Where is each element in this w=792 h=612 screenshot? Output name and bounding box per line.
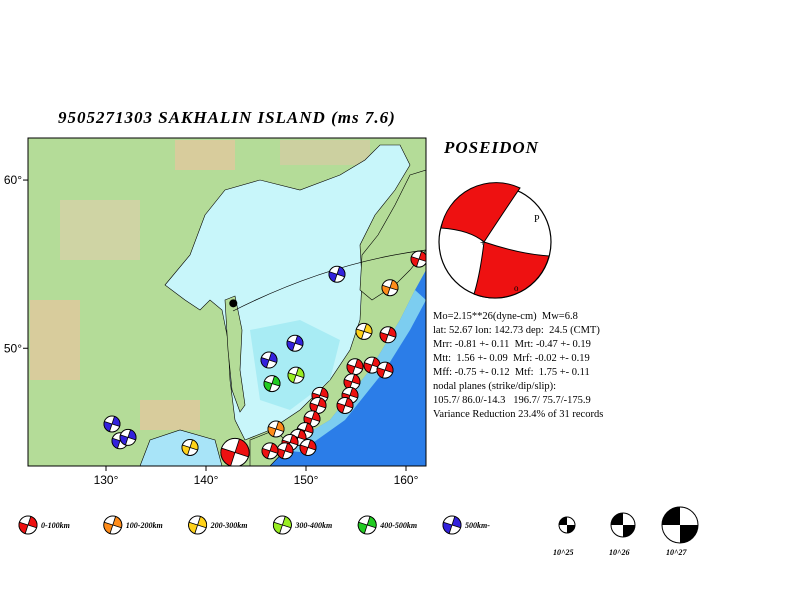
beachball — [18, 515, 38, 535]
beachball — [442, 515, 462, 535]
info-line: Mff: -0.75 +- 0.12 Mtf: 1.75 +- 0.11 — [433, 367, 590, 378]
beachball — [299, 438, 317, 456]
sakhalin — [224, 295, 246, 413]
ball-quadrant — [328, 266, 346, 283]
beachball — [357, 515, 377, 535]
legend-label: 500km- — [465, 521, 490, 530]
beachball — [119, 428, 137, 446]
highland — [30, 300, 80, 380]
ball-quadrant — [559, 517, 575, 533]
legend-label: 0-100km — [41, 521, 70, 530]
ball-quadrant — [376, 362, 394, 379]
ball-quadrant — [18, 515, 38, 535]
map-area — [28, 138, 426, 466]
beachball — [103, 415, 121, 433]
ball-quadrant — [357, 515, 377, 535]
highland — [175, 140, 235, 170]
highland — [280, 140, 370, 165]
beachball — [220, 437, 250, 466]
ball-quadrant — [263, 375, 281, 392]
scale-label: 10^27 — [666, 548, 688, 557]
legend-label: 400-500km — [379, 521, 417, 530]
ball-quadrant — [103, 515, 123, 535]
beachball — [287, 366, 305, 384]
map-frame — [27, 137, 427, 467]
beachball — [336, 396, 354, 414]
x-tick-label: 130° — [94, 473, 119, 487]
beachball — [410, 250, 426, 268]
source: POSEIDON — [443, 138, 539, 157]
beachball — [379, 326, 397, 344]
ball-quadrant — [611, 513, 635, 537]
beachball — [272, 515, 292, 535]
x-tick-label: 160° — [394, 473, 419, 487]
t-axis: P — [534, 214, 540, 225]
japan-sea — [139, 429, 223, 466]
scale-ball — [558, 516, 576, 534]
ball-quadrant — [261, 442, 279, 459]
beachball — [328, 265, 346, 283]
beachball — [263, 375, 281, 393]
pacific — [255, 270, 426, 466]
scale-ball — [610, 512, 636, 538]
pacific-shelf — [280, 290, 426, 452]
ball-quadrant — [662, 507, 698, 543]
ball-quadrant — [336, 397, 354, 414]
ball-quadrant — [410, 250, 426, 268]
beachball — [355, 322, 373, 340]
info-line: Mo=2.15**26(dyne-cm) Mw=6.8 — [433, 311, 578, 322]
ball-quadrant — [273, 515, 292, 535]
legend-label: 300-400km — [294, 521, 332, 530]
info-line: Mtt: 1.56 +- 0.09 Mrf: -0.02 +- 0.19 — [433, 353, 590, 364]
beachball — [181, 438, 199, 456]
ball-quadrant — [260, 351, 278, 369]
ball-quadrant — [379, 326, 397, 343]
ball-quadrant — [119, 429, 137, 446]
beachball — [188, 515, 208, 535]
ball-quadrant — [103, 415, 121, 433]
x-tick-label: 150° — [294, 473, 319, 487]
ball-quadrant — [181, 439, 199, 456]
ball-quadrant — [355, 323, 373, 340]
scale-label: 10^26 — [609, 548, 630, 557]
x-tick-label: 140° — [194, 473, 219, 487]
b-axis: + — [480, 238, 486, 249]
beachball — [286, 334, 304, 352]
ball-quadrant — [286, 335, 304, 352]
main-mechanism: P + o — [438, 182, 552, 299]
epicenter — [229, 299, 238, 308]
title: 9505271303 SAKHALIN ISLAND (ms 7.6) — [58, 108, 396, 127]
beachball — [261, 442, 279, 460]
highland — [140, 400, 200, 430]
beachball — [267, 420, 285, 438]
highland — [60, 200, 140, 260]
info-line: lat: 52.67 lon: 142.73 dep: 24.5 (CMT) — [433, 325, 600, 336]
beachball — [381, 279, 399, 297]
y-tick-label: 50° — [4, 341, 22, 355]
p-axis: o — [514, 283, 519, 293]
y-tick-label: 60° — [4, 173, 22, 187]
legend-label: 200-300km — [210, 521, 248, 530]
ball-quadrant — [442, 515, 462, 535]
ball-quadrant — [381, 279, 399, 296]
ball-quadrant — [267, 420, 285, 438]
legend-label: 100-200km — [126, 521, 163, 530]
info-line: Mrr: -0.81 +- 0.11 Mrt: -0.47 +- 0.19 — [433, 339, 591, 350]
beachball — [346, 358, 364, 376]
scale-label: 10^25 — [553, 548, 574, 557]
beachball — [103, 515, 123, 535]
scale-ball — [661, 506, 699, 544]
ball-quadrant — [299, 439, 317, 456]
ball-quadrant — [287, 367, 305, 384]
ball-quadrant — [188, 515, 207, 535]
beachball — [260, 351, 278, 369]
beachball — [376, 361, 394, 379]
beachball — [276, 442, 294, 460]
info-line: Variance Reduction 23.4% of 31 records — [433, 409, 603, 420]
info-line: 105.7/ 86.0/-14.3 196.7/ 75.7/-175.9 — [433, 395, 591, 406]
info-line: nodal planes (strike/dip/slip): — [433, 381, 556, 392]
